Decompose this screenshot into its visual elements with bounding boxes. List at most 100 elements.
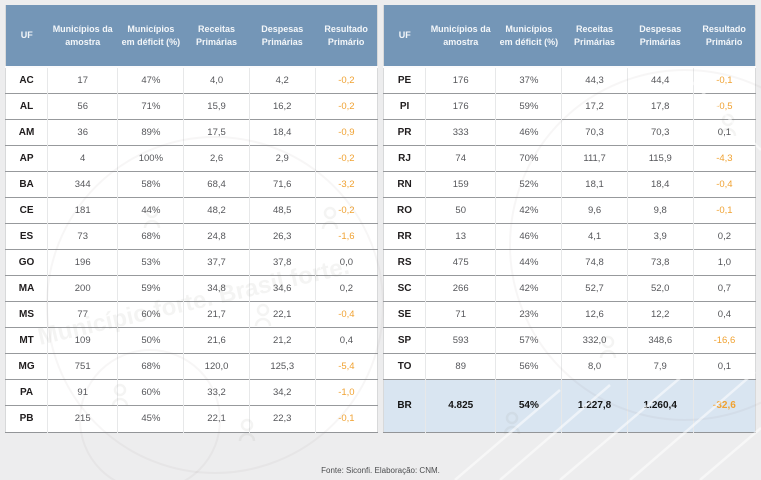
cell-uf: RS <box>383 248 426 275</box>
cell-deficit: 52% <box>495 170 562 197</box>
cell-deficit: 23% <box>495 300 562 327</box>
table-row: ES 73 68% 24,8 26,3 -1,6 <box>5 222 378 250</box>
cell-deficit: 47% <box>117 67 184 94</box>
cell-receitas: 332,0 <box>561 326 628 353</box>
cell-despesas: 7,9 <box>626 352 694 379</box>
cell-amostra: 176 <box>425 92 496 119</box>
cell-amostra: 73 <box>47 222 118 250</box>
table-body-left: AC 17 47% 4,0 4,2 -0,2 AL 56 71% 15,9 16,2 -0,2 AM 36… <box>5 67 378 432</box>
cell-uf: AC <box>5 67 48 94</box>
cell-deficit: 37% <box>495 67 562 93</box>
cell-despesas: 70,3 <box>626 118 694 145</box>
cell-resultado: -0,1 <box>314 405 378 432</box>
table-row: PE 176 37% 44,3 44,4 -0,1 <box>383 67 756 93</box>
column-header-municipios-amostra: Municípios da amostra <box>425 5 496 68</box>
cell-despesas: 115,9 <box>626 144 694 171</box>
cell-deficit: 42% <box>495 196 562 223</box>
cell-deficit: 60% <box>117 301 184 328</box>
cell-resultado: -5,4 <box>314 353 378 380</box>
cell-resultado: -0,4 <box>692 170 756 197</box>
cell-receitas: 21,7 <box>183 301 250 328</box>
cell-uf: ES <box>5 222 48 250</box>
cell-amostra: 200 <box>47 274 118 302</box>
total-cell-despesas: 1.260,4 <box>626 378 694 432</box>
cell-despesas: 73,8 <box>626 248 694 275</box>
table-row: MG 751 68% 120,0 125,3 -5,4 <box>5 353 378 380</box>
cell-resultado: -4,3 <box>692 144 756 171</box>
cell-uf: CE <box>5 196 48 224</box>
total-cell-resultado: -32,6 <box>692 378 756 432</box>
cell-resultado: 0,4 <box>314 327 378 354</box>
cell-uf: RR <box>383 222 426 249</box>
cell-resultado: 1,0 <box>692 248 756 275</box>
table-body-right: PE 176 37% 44,3 44,4 -0,1 PI 176 59% 17,2 17,8 -0,5… <box>383 67 756 379</box>
cell-despesas: 52,0 <box>626 274 694 301</box>
cell-receitas: 37,7 <box>183 248 250 276</box>
cell-deficit: 89% <box>117 118 184 146</box>
cell-receitas: 52,7 <box>561 274 628 301</box>
cell-despesas: 12,2 <box>626 300 694 327</box>
total-cell-deficit: 54% <box>495 378 562 432</box>
cell-deficit: 68% <box>117 222 184 250</box>
cell-receitas: 2,6 <box>183 144 250 172</box>
cell-deficit: 70% <box>495 144 562 171</box>
table-row: AP 4 100% 2,6 2,9 -0,2 <box>5 144 378 172</box>
cell-uf: SP <box>383 326 426 353</box>
cell-receitas: 4,1 <box>561 222 628 249</box>
cell-resultado: -0,9 <box>314 118 378 146</box>
cell-resultado: -0,2 <box>314 67 378 94</box>
cell-despesas: 26,3 <box>248 222 316 250</box>
cell-amostra: 475 <box>425 248 496 275</box>
table-row: BA 344 58% 68,4 71,6 -3,2 <box>5 170 378 198</box>
cell-deficit: 45% <box>117 405 184 432</box>
cell-despesas: 44,4 <box>626 67 694 93</box>
state-fiscal-table-right: UF Municípios da amostra Municípios em d… <box>383 5 756 433</box>
cell-resultado: 0,2 <box>314 274 378 302</box>
table-row: SE 71 23% 12,6 12,2 0,4 <box>383 300 756 327</box>
cell-uf: TO <box>383 352 426 379</box>
cell-receitas: 12,6 <box>561 300 628 327</box>
cell-resultado: -0,1 <box>692 196 756 223</box>
cell-receitas: 111,7 <box>561 144 628 171</box>
cell-amostra: 751 <box>47 353 118 380</box>
cell-uf: MA <box>5 274 48 302</box>
table-row: GO 196 53% 37,7 37,8 0,0 <box>5 248 378 276</box>
cell-despesas: 21,2 <box>248 327 316 354</box>
cell-despesas: 348,6 <box>626 326 694 353</box>
cell-uf: PB <box>5 405 48 432</box>
cell-receitas: 120,0 <box>183 353 250 380</box>
cell-deficit: 46% <box>495 118 562 145</box>
table-row: MT 109 50% 21,6 21,2 0,4 <box>5 327 378 354</box>
cell-despesas: 2,9 <box>248 144 316 172</box>
cell-receitas: 33,2 <box>183 379 250 406</box>
total-cell-amostra: 4.825 <box>425 378 496 432</box>
cell-resultado: 0,7 <box>692 274 756 301</box>
column-header-despesas-primarias: Despesas Primárias <box>627 5 694 68</box>
cell-receitas: 34,8 <box>183 274 250 302</box>
cell-uf: RJ <box>383 144 426 171</box>
cell-receitas: 18,1 <box>561 170 628 197</box>
cell-amostra: 13 <box>425 222 496 249</box>
cell-deficit: 46% <box>495 222 562 249</box>
cell-receitas: 4,0 <box>183 67 250 94</box>
cell-uf: AP <box>5 144 48 172</box>
cell-despesas: 22,1 <box>248 301 316 328</box>
fiscal-tables-region: UF Municípios da amostra Municípios em d… <box>5 5 756 433</box>
table-row: PI 176 59% 17,2 17,8 -0,5 <box>383 92 756 119</box>
table-row: PR 333 46% 70,3 70,3 0,1 <box>383 118 756 145</box>
cell-receitas: 9,6 <box>561 196 628 223</box>
cell-despesas: 125,3 <box>248 353 316 380</box>
cell-despesas: 37,8 <box>248 248 316 276</box>
header-row: UF Municípios da amostra Municípios em d… <box>383 5 756 68</box>
cell-uf: PR <box>383 118 426 145</box>
table-row: MA 200 59% 34,8 34,6 0,2 <box>5 274 378 302</box>
cell-despesas: 71,6 <box>248 170 316 198</box>
cell-uf: RN <box>383 170 426 197</box>
table-header-right: UF Municípios da amostra Municípios em d… <box>383 5 756 68</box>
cell-uf: AL <box>5 92 48 120</box>
cell-despesas: 48,5 <box>248 196 316 224</box>
cell-resultado: 0,4 <box>692 300 756 327</box>
cell-resultado: -16,6 <box>692 326 756 353</box>
table-row: SC 266 42% 52,7 52,0 0,7 <box>383 274 756 301</box>
column-header-receitas-primarias: Receitas Primárias <box>183 5 250 68</box>
